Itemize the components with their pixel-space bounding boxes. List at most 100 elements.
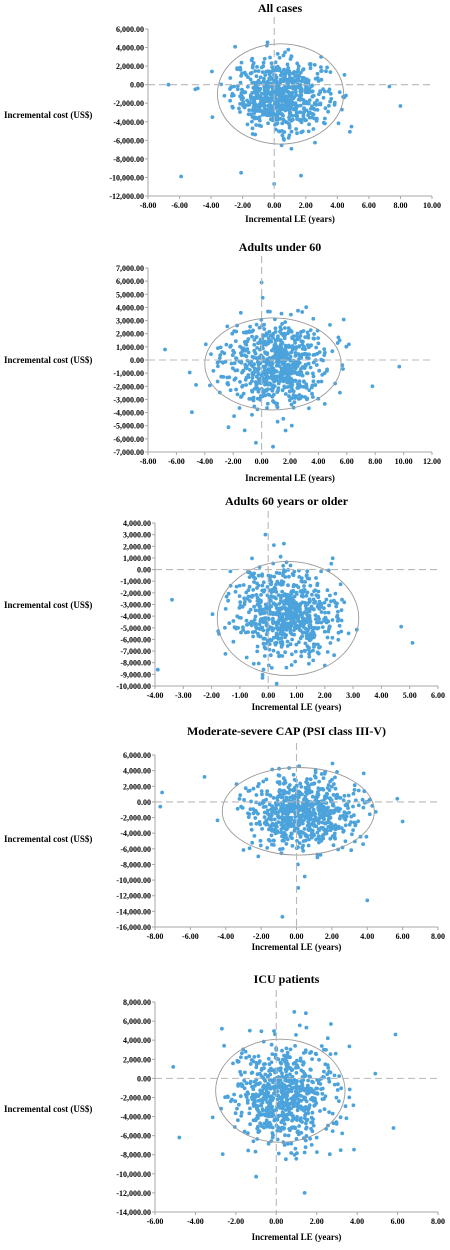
- data-point: [270, 804, 275, 809]
- data-point: [290, 637, 294, 642]
- data-point: [276, 336, 280, 340]
- data-point: [310, 111, 314, 116]
- data-point: [293, 1146, 298, 1151]
- data-point: [210, 115, 215, 119]
- x-axis-label: Incremental LE (years): [252, 702, 342, 712]
- data-point: [230, 1097, 234, 1102]
- data-point: [243, 1049, 248, 1054]
- data-point: [301, 809, 306, 813]
- data-point: [220, 1152, 225, 1156]
- data-point: [226, 591, 231, 596]
- data-point: [272, 601, 276, 606]
- data-point: [278, 379, 282, 384]
- data-point: [263, 369, 268, 373]
- data-point: [253, 351, 258, 356]
- data-point: [317, 350, 322, 354]
- data-point: [315, 76, 320, 80]
- data-point: [267, 356, 272, 360]
- data-point: [260, 827, 264, 831]
- data-point: [304, 573, 309, 577]
- data-point: [318, 89, 322, 93]
- data-point: [305, 343, 310, 347]
- data-point: [323, 1062, 328, 1067]
- data-point: [273, 806, 277, 811]
- data-point: [320, 373, 325, 377]
- x-tick-label: -2.00: [203, 691, 220, 700]
- data-point: [311, 379, 316, 384]
- data-point: [268, 1072, 273, 1077]
- data-point: [341, 828, 346, 833]
- data-point: [286, 331, 290, 336]
- x-tick-label: 2.00: [283, 457, 297, 466]
- data-point: [316, 336, 320, 340]
- data-point: [248, 93, 253, 97]
- data-point: [276, 814, 280, 819]
- data-point: [262, 56, 267, 61]
- data-point: [349, 814, 354, 819]
- data-point: [291, 358, 296, 363]
- data-point: [293, 815, 298, 819]
- data-point: [332, 826, 337, 831]
- data-point: [317, 368, 322, 373]
- y-tick-label: 2,000.00: [123, 542, 151, 551]
- data-point: [334, 1122, 339, 1126]
- data-point: [291, 772, 296, 777]
- data-point: [274, 610, 279, 615]
- data-point: [224, 594, 229, 599]
- data-point: [306, 1078, 310, 1083]
- data-point: [285, 625, 290, 629]
- data-point: [311, 374, 316, 379]
- data-point: [262, 327, 267, 331]
- data-point: [238, 1069, 243, 1074]
- data-point: [294, 642, 299, 647]
- data-point: [293, 659, 298, 664]
- data-point: [280, 1106, 285, 1111]
- data-point: [341, 798, 346, 803]
- data-point: [239, 1072, 244, 1077]
- y-tick-label: 6,000.00: [123, 751, 151, 760]
- data-point: [219, 374, 224, 379]
- data-point: [302, 1108, 306, 1113]
- data-point: [307, 654, 312, 659]
- data-point: [244, 383, 249, 387]
- data-point: [370, 384, 375, 389]
- data-point: [364, 834, 369, 839]
- data-point: [311, 1089, 315, 1093]
- data-point: [277, 809, 282, 814]
- data-point: [268, 381, 272, 386]
- data-point: [297, 379, 302, 384]
- data-point: [314, 345, 319, 350]
- data-point: [278, 611, 282, 615]
- data-point: [346, 631, 351, 636]
- y-tick-label: -14,000.00: [116, 1208, 151, 1217]
- confidence-ellipse: [216, 560, 360, 676]
- data-point: [262, 810, 267, 815]
- data-point: [350, 832, 354, 837]
- data-point: [265, 401, 270, 406]
- scatter-points: [163, 280, 402, 449]
- data-point: [269, 807, 273, 812]
- data-point: [298, 604, 302, 608]
- x-tick-label: -6.00: [171, 201, 188, 210]
- data-point: [278, 1068, 282, 1073]
- data-point: [310, 115, 314, 120]
- data-point: [302, 76, 306, 80]
- data-point: [315, 855, 320, 860]
- data-point: [263, 73, 268, 77]
- data-point: [323, 116, 327, 121]
- data-point: [282, 331, 287, 336]
- data-point: [264, 389, 269, 393]
- data-point: [319, 772, 324, 776]
- data-point: [395, 796, 400, 801]
- data-point: [228, 85, 233, 90]
- data-point: [327, 1079, 332, 1084]
- data-point: [235, 614, 240, 619]
- data-point: [279, 830, 284, 835]
- data-point: [253, 1149, 258, 1154]
- data-point: [271, 78, 276, 82]
- data-point: [285, 107, 290, 112]
- data-point: [335, 1088, 340, 1092]
- data-point: [400, 819, 405, 824]
- data-point: [158, 804, 163, 809]
- data-point: [261, 636, 266, 641]
